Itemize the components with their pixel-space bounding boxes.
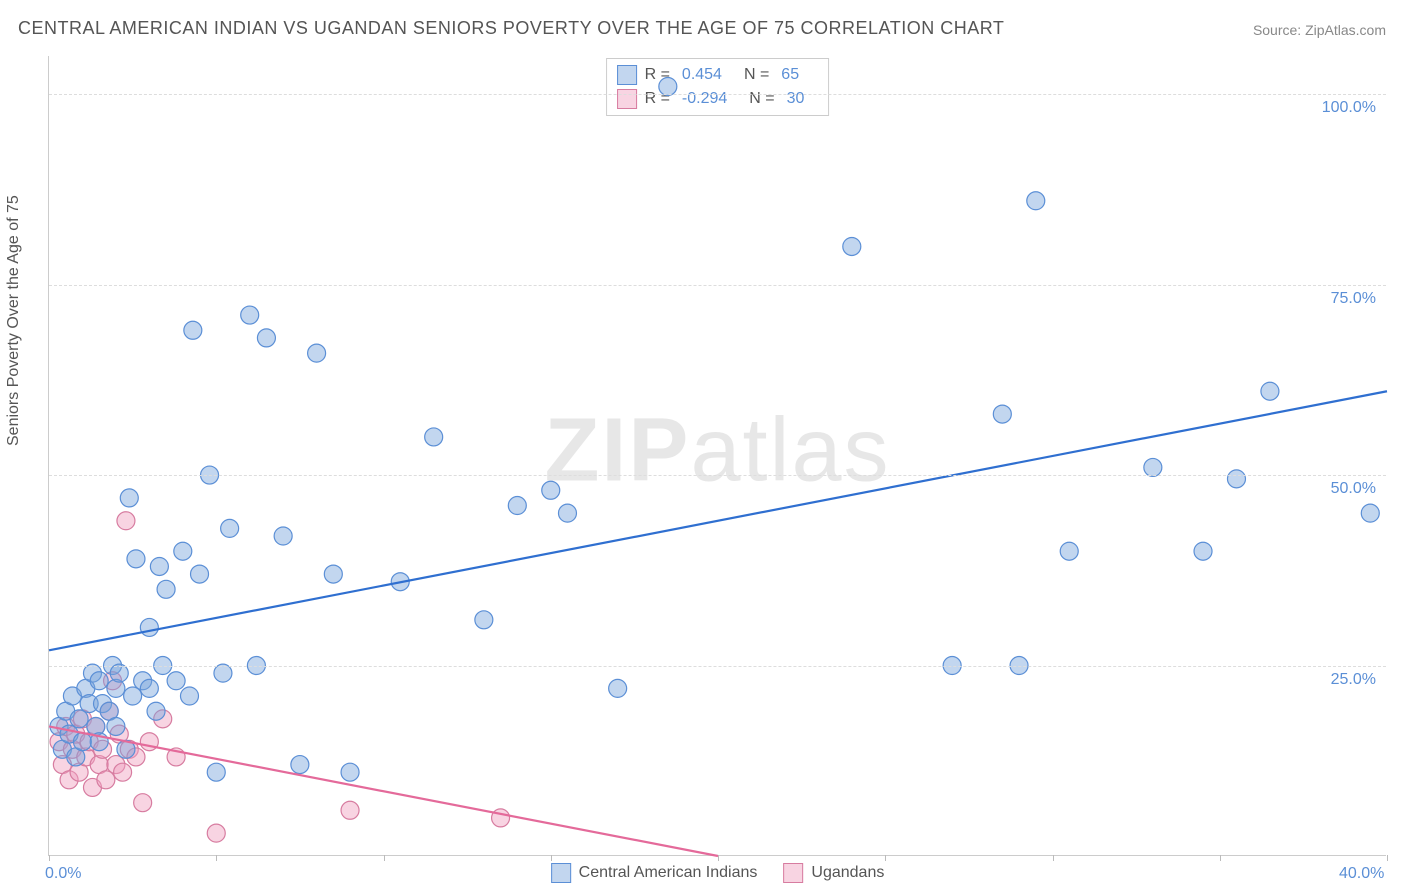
gridline <box>49 94 1386 95</box>
chart-title: CENTRAL AMERICAN INDIAN VS UGANDAN SENIO… <box>18 18 1004 39</box>
xtick-label: 40.0% <box>1339 865 1384 883</box>
data-point <box>214 664 232 682</box>
legend-swatch-b <box>783 863 803 883</box>
data-point <box>324 565 342 583</box>
data-point <box>241 306 259 324</box>
data-point <box>70 710 88 728</box>
data-point <box>425 428 443 446</box>
data-point <box>1261 382 1279 400</box>
data-point <box>127 550 145 568</box>
gridline <box>49 285 1386 286</box>
data-point <box>1060 542 1078 560</box>
series-legend: Central American Indians Ugandans <box>551 863 885 883</box>
data-point <box>180 687 198 705</box>
data-point <box>140 618 158 636</box>
data-point <box>1194 542 1212 560</box>
legend-item-b: Ugandans <box>783 863 884 883</box>
xtick <box>1053 855 1054 861</box>
xtick <box>1220 855 1221 861</box>
data-point <box>207 824 225 842</box>
data-point <box>110 664 128 682</box>
data-point <box>73 733 91 751</box>
data-point <box>150 557 168 575</box>
gridline <box>49 475 1386 476</box>
data-point <box>508 497 526 515</box>
data-point <box>308 344 326 362</box>
xtick-label: 0.0% <box>45 865 81 883</box>
data-point <box>191 565 209 583</box>
data-point <box>167 672 185 690</box>
xtick <box>216 855 217 861</box>
data-point <box>120 489 138 507</box>
data-point <box>341 801 359 819</box>
legend-label-b: Ugandans <box>811 864 884 882</box>
data-point <box>609 679 627 697</box>
legend-item-a: Central American Indians <box>551 863 758 883</box>
data-point <box>257 329 275 347</box>
xtick <box>1387 855 1388 861</box>
data-point <box>184 321 202 339</box>
data-point <box>1027 192 1045 210</box>
legend-swatch-a <box>551 863 571 883</box>
xtick <box>551 855 552 861</box>
data-point <box>124 687 142 705</box>
data-point <box>97 771 115 789</box>
data-layer <box>49 56 1386 855</box>
y-axis-label: Seniors Poverty Over the Age of 75 <box>5 195 23 446</box>
ytick-label: 100.0% <box>1322 99 1376 117</box>
data-point <box>157 580 175 598</box>
data-point <box>174 542 192 560</box>
source-attribution: Source: ZipAtlas.com <box>1253 22 1386 38</box>
data-point <box>341 763 359 781</box>
xtick <box>885 855 886 861</box>
data-point <box>274 527 292 545</box>
data-point <box>140 679 158 697</box>
trend-line <box>49 726 718 856</box>
ytick-label: 25.0% <box>1331 671 1376 689</box>
xtick <box>718 855 719 861</box>
ytick-label: 75.0% <box>1331 290 1376 308</box>
xtick <box>384 855 385 861</box>
data-point <box>558 504 576 522</box>
data-point <box>475 611 493 629</box>
data-point <box>221 519 239 537</box>
gridline <box>49 666 1386 667</box>
data-point <box>147 702 165 720</box>
ytick-label: 50.0% <box>1331 480 1376 498</box>
data-point <box>659 77 677 95</box>
data-point <box>107 717 125 735</box>
legend-label-a: Central American Indians <box>579 864 758 882</box>
data-point <box>542 481 560 499</box>
data-point <box>1227 470 1245 488</box>
xtick <box>49 855 50 861</box>
data-point <box>1361 504 1379 522</box>
data-point <box>90 672 108 690</box>
data-point <box>117 512 135 530</box>
data-point <box>114 763 132 781</box>
trend-line <box>49 391 1387 650</box>
data-point <box>993 405 1011 423</box>
plot-area: ZIPatlas R = 0.454 N = 65 R = -0.294 N =… <box>48 56 1386 856</box>
data-point <box>1144 458 1162 476</box>
data-point <box>291 756 309 774</box>
data-point <box>207 763 225 781</box>
data-point <box>843 237 861 255</box>
data-point <box>134 794 152 812</box>
